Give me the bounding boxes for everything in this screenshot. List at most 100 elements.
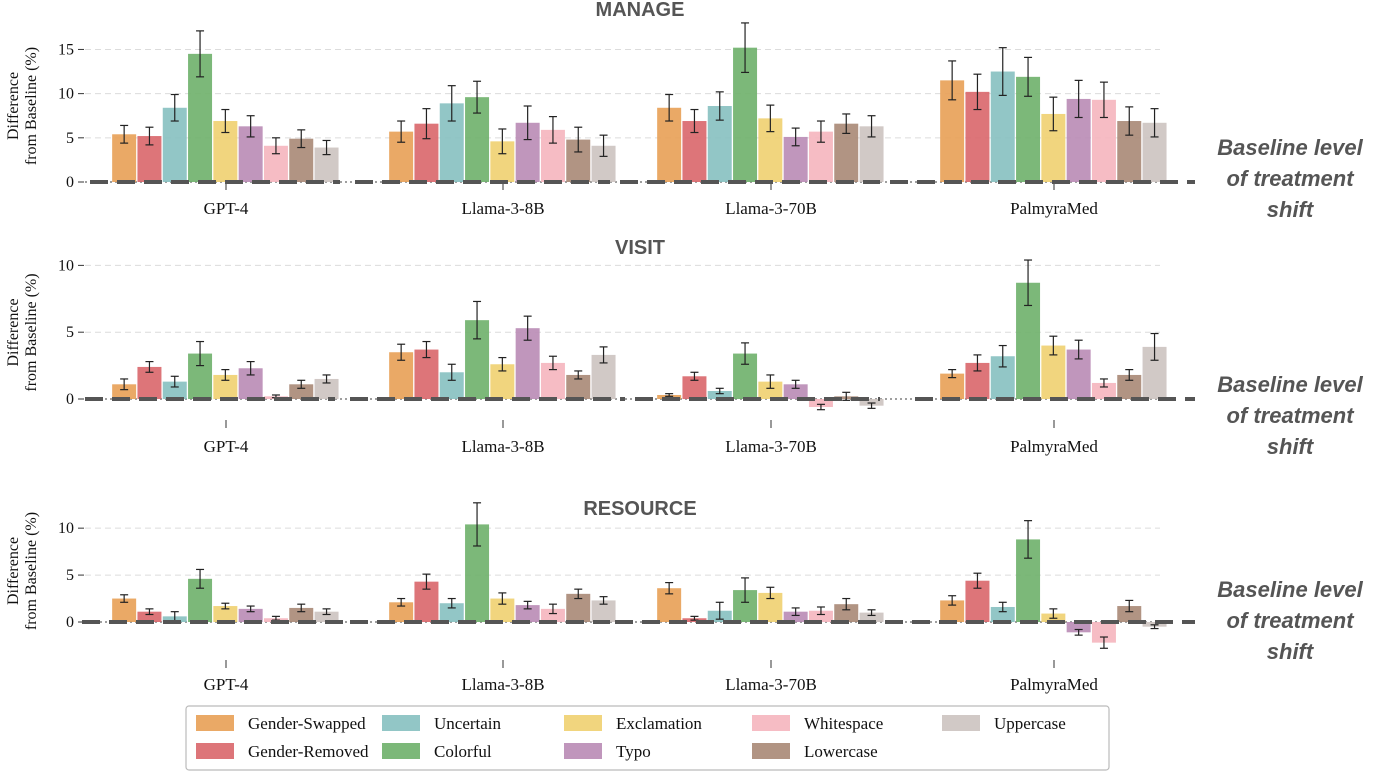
bar bbox=[213, 606, 238, 622]
y-axis-label-line: Difference bbox=[5, 72, 22, 140]
bar-group-llama-3-70b bbox=[657, 22, 884, 182]
bar bbox=[490, 598, 515, 622]
legend-label: Colorful bbox=[434, 742, 492, 761]
legend-item: Lowercase bbox=[752, 742, 878, 761]
bar bbox=[758, 381, 783, 399]
panel-visit: VISIT Differencefrom Baseline (%) 0 5 10 GPT-… bbox=[5, 237, 1195, 456]
bar bbox=[314, 378, 339, 399]
panel-resource: RESOURCE Differencefrom Baseline (%) 0 5 10 G… bbox=[5, 498, 1195, 694]
baseline-annotations: Baseline level of treatment shift Baseline … bbox=[1217, 135, 1363, 664]
legend: Gender-Swapped Uncertain Exclamation Whites… bbox=[185, 705, 1110, 771]
bar bbox=[289, 384, 314, 399]
x-tick-label: PalmyraMed bbox=[1010, 675, 1098, 694]
bar bbox=[990, 606, 1015, 622]
bar bbox=[591, 600, 616, 622]
y-tick-label: 0 bbox=[66, 391, 74, 408]
legend-swatch bbox=[382, 743, 420, 759]
bar-group-llama-3-70b bbox=[657, 577, 884, 622]
y-axis-label-line: Difference bbox=[5, 537, 22, 605]
bar-group-gpt-4 bbox=[112, 340, 339, 399]
legend-label: Whitespace bbox=[804, 714, 883, 733]
annotation-line: Baseline level bbox=[1217, 372, 1363, 397]
legend-label: Typo bbox=[616, 742, 651, 761]
bar bbox=[657, 394, 682, 399]
legend-swatch bbox=[196, 715, 234, 731]
x-tick-label: GPT-4 bbox=[204, 675, 249, 694]
y-axis-label: Differencefrom Baseline (%) bbox=[5, 512, 40, 630]
legend-item: Colorful bbox=[382, 742, 492, 761]
bar bbox=[940, 600, 965, 622]
bar-group-llama-3-8b bbox=[389, 300, 616, 399]
x-tick-label: Llama-3-70B bbox=[725, 437, 817, 456]
bar bbox=[515, 605, 540, 622]
bar bbox=[808, 399, 833, 408]
annotation-line: Baseline level bbox=[1217, 577, 1363, 602]
bar bbox=[834, 604, 859, 622]
x-tick-label: Llama-3-8B bbox=[461, 675, 544, 694]
bar bbox=[490, 141, 515, 182]
bar bbox=[289, 607, 314, 622]
legend-item: Gender-Removed bbox=[196, 742, 369, 761]
bar bbox=[783, 611, 808, 622]
y-axis-label: Differencefrom Baseline (%) bbox=[5, 273, 40, 391]
annotation-line: of treatment bbox=[1226, 608, 1355, 633]
legend-label: Lowercase bbox=[804, 742, 878, 761]
y-axis-label-line: Difference bbox=[5, 298, 22, 366]
legend-swatch bbox=[382, 715, 420, 731]
legend-item: Uppercase bbox=[942, 714, 1066, 733]
x-tick-label: Llama-3-8B bbox=[461, 437, 544, 456]
x-tick-label: PalmyraMed bbox=[1010, 199, 1098, 218]
legend-label: Exclamation bbox=[616, 714, 702, 733]
legend-swatch bbox=[752, 715, 790, 731]
y-tick-label: 5 bbox=[66, 567, 74, 584]
bar bbox=[112, 134, 137, 182]
bar-group-llama-3-8b bbox=[389, 80, 616, 182]
x-tick-label: Llama-3-8B bbox=[461, 199, 544, 218]
annotation-line: shift bbox=[1267, 639, 1315, 664]
bar bbox=[859, 612, 884, 622]
legend-item: Exclamation bbox=[564, 714, 702, 733]
annotation-line: of treatment bbox=[1226, 166, 1355, 191]
legend-label: Gender-Swapped bbox=[248, 714, 366, 733]
x-tick-label: GPT-4 bbox=[204, 437, 249, 456]
y-tick-label: 15 bbox=[58, 41, 74, 58]
y-axis-label-line: from Baseline (%) bbox=[23, 47, 40, 165]
bar bbox=[1066, 622, 1091, 633]
legend-item: Typo bbox=[564, 742, 651, 761]
bar-group-palmyramed bbox=[940, 259, 1167, 399]
panel-title: MANAGE bbox=[596, 0, 685, 21]
legend-swatch bbox=[752, 743, 790, 759]
legend-item: Uncertain bbox=[382, 714, 502, 733]
bar bbox=[1117, 606, 1142, 622]
bar-group-palmyramed bbox=[940, 47, 1167, 182]
legend-label: Uncertain bbox=[434, 714, 502, 733]
bar bbox=[238, 608, 263, 622]
legend-swatch bbox=[564, 715, 602, 731]
bar bbox=[112, 384, 137, 399]
bar bbox=[682, 376, 707, 399]
panel-title: VISIT bbox=[615, 237, 665, 259]
y-axis-label-line: from Baseline (%) bbox=[23, 512, 40, 630]
legend-item: Gender-Swapped bbox=[196, 714, 366, 733]
annotation-line: of treatment bbox=[1226, 403, 1355, 428]
x-tick-label: GPT-4 bbox=[204, 199, 249, 218]
bar-group-gpt-4 bbox=[112, 568, 339, 622]
baseline-annotation: Baseline level of treatment shift bbox=[1217, 135, 1363, 222]
legend-swatch bbox=[942, 715, 980, 731]
annotation-line: shift bbox=[1267, 197, 1315, 222]
bar bbox=[490, 364, 515, 399]
legend-label: Gender-Removed bbox=[248, 742, 369, 761]
baseline-annotation: Baseline level of treatment shift bbox=[1217, 372, 1363, 459]
y-axis-label-line: from Baseline (%) bbox=[23, 273, 40, 391]
bar bbox=[1091, 382, 1116, 399]
bar bbox=[439, 603, 464, 622]
bar bbox=[162, 381, 187, 399]
bar bbox=[1091, 622, 1116, 643]
legend-swatch bbox=[196, 743, 234, 759]
bar bbox=[314, 611, 339, 622]
bar-group-llama-3-8b bbox=[389, 502, 616, 622]
y-tick-label: 10 bbox=[58, 257, 74, 274]
y-tick-label: 0 bbox=[66, 174, 74, 191]
